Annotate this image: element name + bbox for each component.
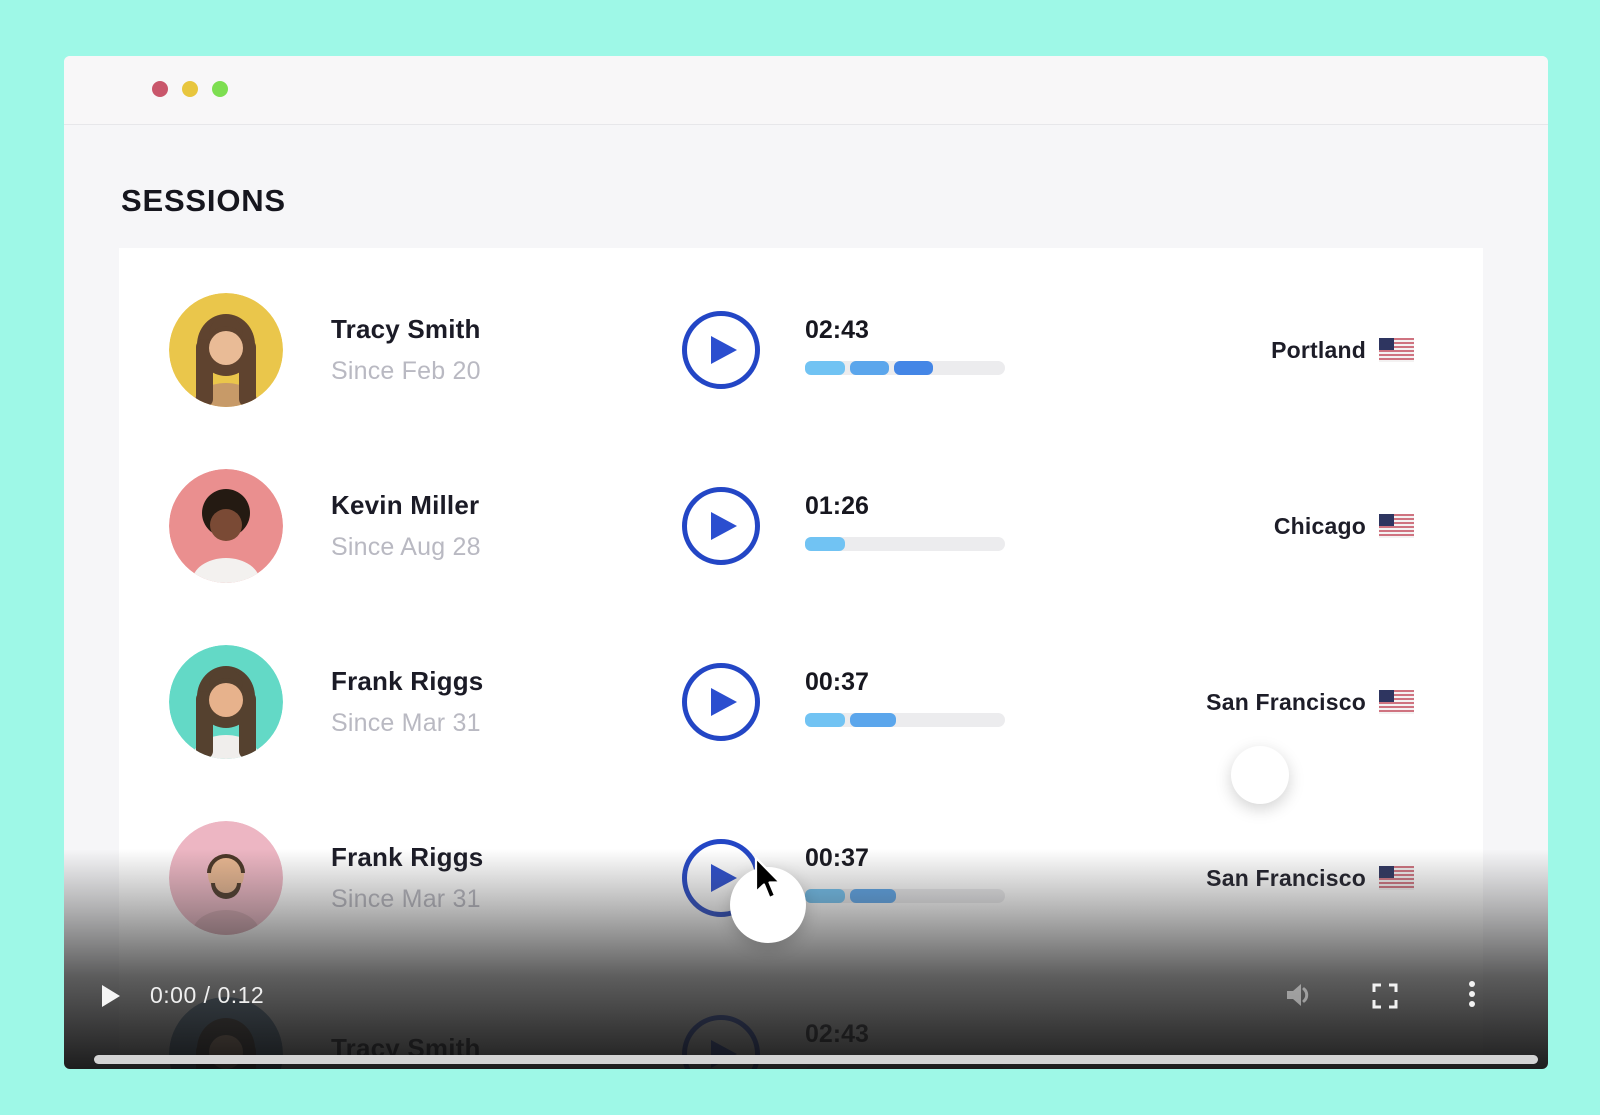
session-duration: 00:37 (805, 668, 869, 696)
session-city: Chicago (1273, 512, 1366, 539)
volume-icon[interactable] (1284, 981, 1314, 1014)
player-time-display: 0:00 / 0:12 (150, 982, 264, 1009)
app-window: SESSIONS Tracy Smith Since Feb 20 02:43 … (64, 56, 1548, 1069)
session-play-button[interactable] (682, 663, 760, 741)
video-player-controls: 0:00 / 0:12 (64, 889, 1548, 1069)
session-since-date: Since Mar 31 (331, 709, 481, 737)
us-flag-icon (1379, 514, 1414, 538)
session-row[interactable]: Kevin Miller Since Aug 28 01:26 Chicago (119, 438, 1483, 614)
session-since-date: Since Feb 20 (331, 357, 481, 385)
fullscreen-icon[interactable] (1372, 983, 1398, 1014)
click-indicator-circle (1231, 746, 1289, 804)
us-flag-icon (1379, 338, 1414, 362)
minimize-window-button[interactable] (182, 81, 198, 97)
player-play-button[interactable] (100, 984, 122, 1013)
maximize-window-button[interactable] (212, 81, 228, 97)
page-title: SESSIONS (121, 183, 286, 218)
player-scrub-bar[interactable] (94, 1055, 1538, 1064)
us-flag-icon (1379, 866, 1414, 890)
session-since-date: Since Aug 28 (331, 533, 481, 561)
progress-segment (805, 713, 845, 727)
session-city: San Francisco (1206, 688, 1366, 715)
session-progress-bar (805, 537, 1005, 551)
session-progress-bar (805, 361, 1005, 375)
window-titlebar (64, 56, 1548, 125)
session-play-button[interactable] (682, 311, 760, 389)
progress-segment (850, 361, 889, 375)
progress-segment (805, 361, 845, 375)
session-row[interactable]: Frank Riggs Since Mar 31 00:37 San Franc… (119, 614, 1483, 790)
kebab-menu-icon[interactable] (1469, 981, 1475, 1007)
avatar (169, 293, 283, 407)
session-play-button[interactable] (682, 487, 760, 565)
progress-segment (850, 713, 896, 727)
avatar (169, 645, 283, 759)
session-name: Frank Riggs (331, 842, 484, 872)
close-window-button[interactable] (152, 81, 168, 97)
player-total-time: 0:12 (217, 982, 265, 1008)
us-flag-icon (1379, 690, 1414, 714)
player-current-time: 0:00 (150, 982, 197, 1008)
session-progress-bar (805, 713, 1005, 727)
progress-segment (805, 537, 845, 551)
session-name: Tracy Smith (331, 314, 481, 344)
player-time-separator: / (196, 982, 218, 1008)
session-city: San Francisco (1206, 864, 1366, 891)
session-duration: 01:26 (805, 492, 869, 520)
session-duration: 00:37 (805, 844, 869, 872)
session-duration: 02:43 (805, 316, 869, 344)
session-row[interactable]: Tracy Smith Since Feb 20 02:43 Portland (119, 262, 1483, 438)
session-name: Frank Riggs (331, 666, 484, 696)
mouse-cursor-icon (753, 856, 787, 909)
session-name: Kevin Miller (331, 490, 480, 520)
avatar (169, 469, 283, 583)
session-city: Portland (1271, 336, 1366, 363)
progress-segment (894, 361, 933, 375)
